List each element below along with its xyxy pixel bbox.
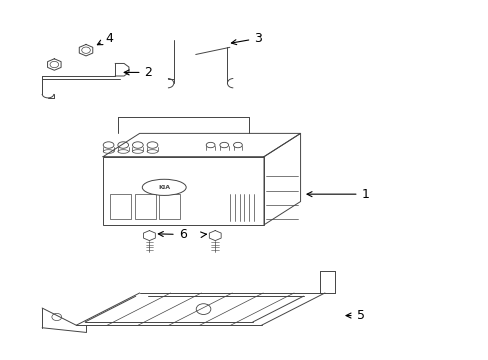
Ellipse shape — [220, 142, 228, 148]
Ellipse shape — [118, 142, 128, 148]
Circle shape — [81, 47, 90, 53]
Bar — [159, 194, 180, 220]
Text: 1: 1 — [306, 188, 368, 201]
Bar — [110, 194, 131, 220]
Text: KIA: KIA — [158, 185, 170, 190]
Ellipse shape — [233, 142, 242, 148]
Ellipse shape — [103, 150, 114, 153]
Text: 6: 6 — [158, 228, 186, 241]
Text: 5: 5 — [346, 309, 364, 322]
Text: 2: 2 — [124, 66, 152, 79]
Ellipse shape — [132, 142, 143, 148]
Ellipse shape — [118, 150, 128, 153]
Text: 4: 4 — [97, 32, 113, 45]
Circle shape — [50, 61, 59, 68]
Circle shape — [52, 314, 61, 320]
Text: 3: 3 — [231, 32, 262, 45]
Bar — [103, 157, 264, 225]
Ellipse shape — [142, 179, 186, 195]
Ellipse shape — [147, 142, 158, 148]
Ellipse shape — [103, 142, 114, 148]
Ellipse shape — [206, 142, 215, 148]
Ellipse shape — [147, 150, 158, 153]
Bar — [135, 194, 156, 220]
Ellipse shape — [132, 150, 143, 153]
Circle shape — [196, 304, 210, 315]
